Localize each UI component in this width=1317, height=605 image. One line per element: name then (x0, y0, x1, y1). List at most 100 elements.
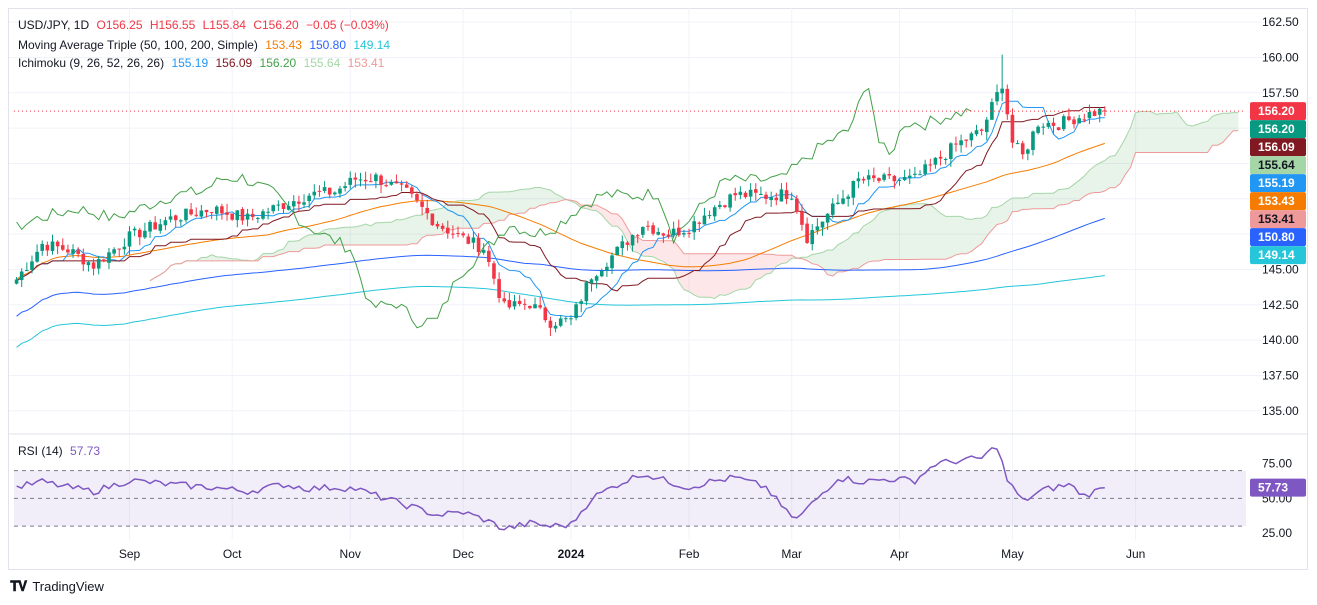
candle-body (245, 213, 250, 220)
candle-body (445, 227, 450, 234)
legend-low: L155.84 (202, 18, 246, 32)
candle-body (497, 279, 501, 299)
candle-body (872, 175, 876, 179)
candle-body (748, 189, 753, 197)
candle-body (1036, 126, 1040, 133)
legend-ma-label: Moving Average Triple (50, 100, 200, Sim… (18, 38, 258, 52)
candle-body (322, 187, 327, 191)
candle-body (225, 212, 229, 215)
candle-body (353, 177, 358, 180)
ichimoku-cloud-segment (1007, 198, 1013, 221)
candle-body (368, 181, 373, 183)
candle-body (913, 173, 917, 175)
ichimoku-cloud-segment (1079, 176, 1085, 201)
value-tag (1250, 174, 1306, 193)
ichimoku-cloud-segment (391, 219, 397, 246)
ichimoku-cloud-segment (658, 240, 664, 262)
candle-body (214, 206, 219, 214)
ichimoku-cloud-segment (1032, 193, 1039, 209)
ichimoku-cloud-segment (324, 228, 330, 246)
price-tick-label: 140.00 (1262, 333, 1299, 347)
tradingview-footer[interactable]: 𝐓𝐕 TradingView (10, 578, 104, 595)
candle-body (415, 194, 419, 201)
time-tick-label: Oct (223, 547, 242, 561)
candle-body (302, 202, 306, 205)
candle-body (440, 225, 445, 229)
ichimoku-cloud-segment (894, 205, 900, 260)
ichimoku-cloud-segment (740, 253, 746, 290)
ichimoku-cloud-segment (704, 253, 710, 298)
legend-change: −0.05 (−0.03%) (306, 18, 389, 32)
sma-200-line (16, 275, 1105, 348)
candle-body (676, 227, 681, 236)
ichimoku-cloud-segment (365, 223, 371, 246)
ichimoku-cloud-segment (422, 210, 428, 238)
candle-body (194, 214, 199, 216)
ichimoku-cloud-segment (1145, 111, 1152, 153)
ichimoku-cloud-segment (663, 240, 669, 266)
candle-body (558, 318, 563, 326)
candle-body (1041, 126, 1046, 128)
candle-body (502, 298, 507, 302)
candle-body (933, 157, 938, 165)
ichimoku-cloud-segment (360, 223, 366, 246)
candle-body (635, 235, 640, 237)
ichimoku-cloud-segment (1053, 189, 1059, 209)
legend-close: C156.20 (253, 18, 299, 32)
ichimoku-cloud-segment (458, 200, 464, 229)
ichimoku-span-a-line (149, 110, 1239, 300)
ichimoku-cloud-segment (750, 253, 756, 288)
value-tag-label: 153.43 (1258, 194, 1295, 208)
candle-body (327, 187, 332, 195)
ichimoku-cloud-segment (971, 218, 977, 252)
ichimoku-cloud-segment (1094, 163, 1100, 193)
ichimoku-cloud-segment (848, 233, 854, 271)
candle-body (666, 234, 671, 237)
candle-body (137, 229, 142, 238)
candle-body (343, 186, 347, 189)
candle-body (404, 184, 409, 188)
ichimoku-cloud-segment (355, 225, 361, 246)
ichimoku-cloud-segment (1048, 193, 1054, 209)
candle-body (882, 174, 886, 180)
ichimoku-cloud-segment (930, 204, 936, 260)
tradingview-brand: TradingView (32, 579, 104, 594)
legend-ma50: 153.43 (265, 38, 302, 52)
candle-body (487, 250, 491, 263)
candle-body (60, 245, 65, 250)
candle-body (333, 192, 337, 195)
candle-body (517, 300, 522, 304)
ichimoku-cloud-segment (1068, 184, 1075, 204)
candle-body (45, 244, 50, 251)
candle-body (230, 213, 234, 220)
candle-body (25, 270, 29, 272)
candle-body (358, 179, 363, 181)
ichimoku-cloud-segment (1115, 147, 1121, 188)
ichimoku-cloud-segment (1022, 197, 1028, 210)
candle-body (533, 304, 537, 309)
ichimoku-cloud-segment (914, 203, 921, 260)
candle-body (317, 190, 322, 192)
candle-body (379, 175, 383, 185)
legend-ichimoku-label: Ichimoku (9, 26, 52, 26, 26) (18, 56, 165, 70)
candle-body (410, 187, 414, 194)
value-tag (1250, 246, 1306, 265)
candle-body (461, 233, 465, 236)
candle-body (928, 164, 933, 166)
candle-body (1077, 118, 1081, 124)
candle-body (610, 255, 614, 269)
ichimoku-cloud-segment (945, 216, 951, 260)
candle-body (795, 198, 799, 212)
ichimoku-cloud-segment (714, 253, 720, 299)
candle-body (938, 156, 943, 159)
price-tick-label: 162.50 (1262, 15, 1299, 29)
ichimoku-cloud-segment (478, 194, 484, 229)
ichimoku-cloud-segment (375, 222, 382, 246)
ichimoku-cloud-segment (981, 215, 987, 244)
sma-100-line (16, 217, 1105, 317)
legend-ma200: 149.14 (353, 38, 391, 52)
ichimoku-cloud-segment (540, 187, 546, 206)
time-tick-label: Dec (452, 547, 473, 561)
ichimoku-cloud-segment (1166, 113, 1172, 153)
